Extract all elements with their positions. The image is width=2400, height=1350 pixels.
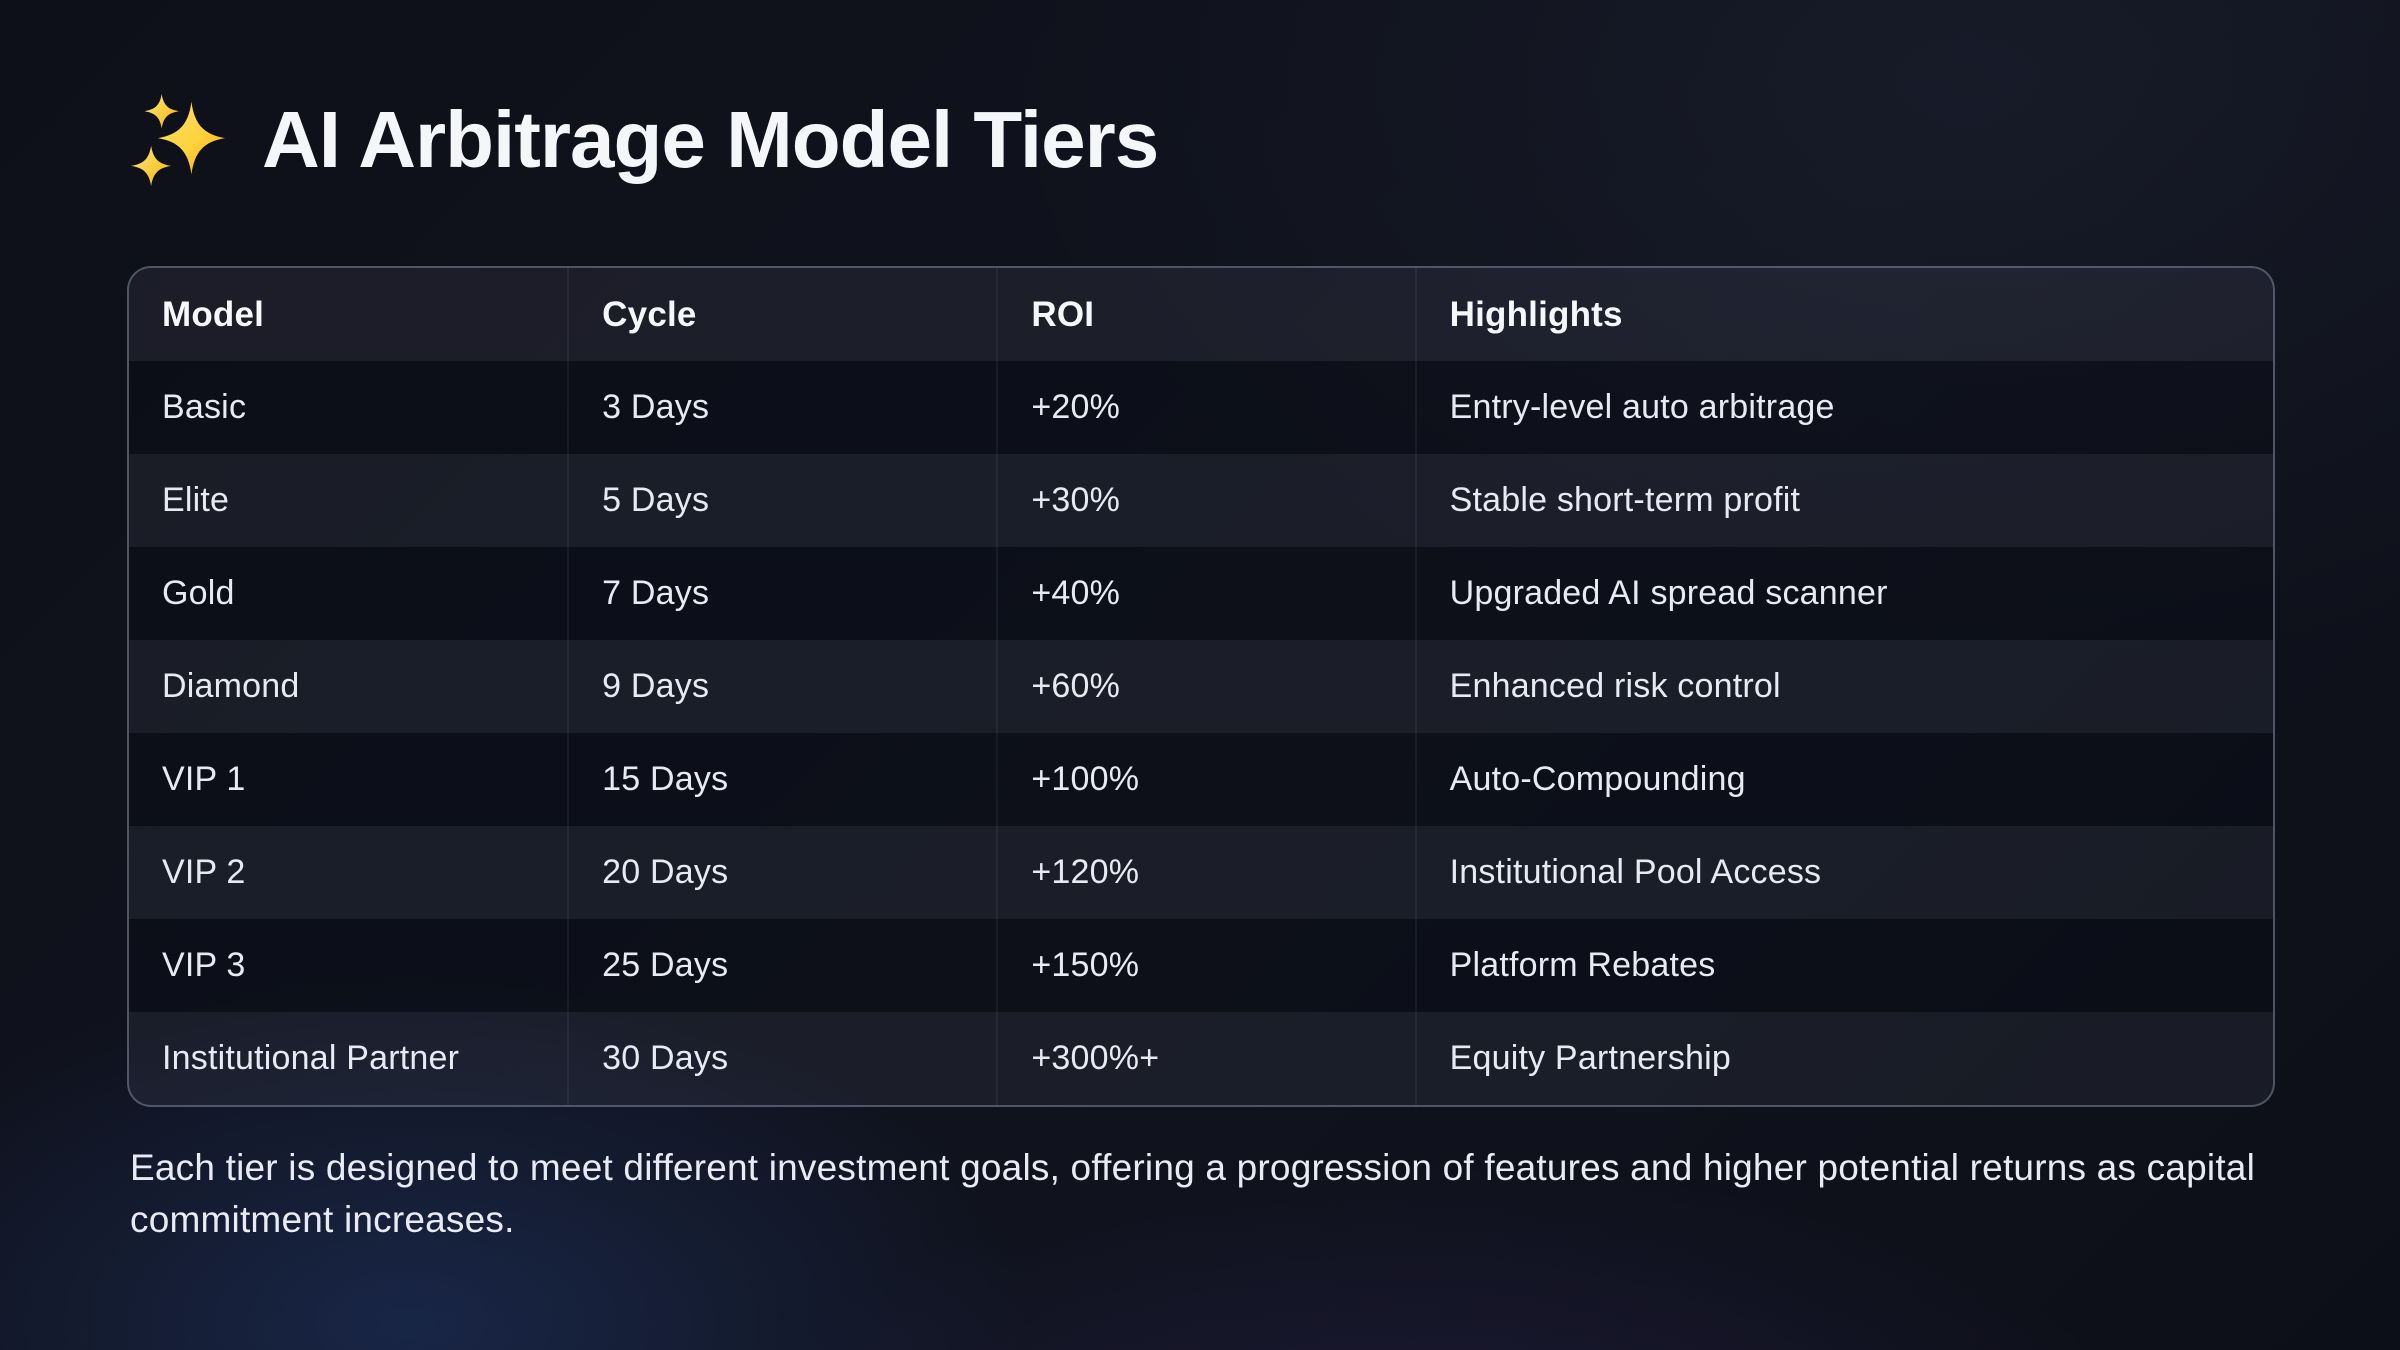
cell-model: VIP 1 [162,760,246,798]
table-row-vip2: VIP 2 20 Days +120% Institutional Pool A… [129,826,2273,919]
cell-highlight: Platform Rebates [1414,919,2273,1012]
cell-roi: +300%+ [996,1012,1414,1105]
cell-cycle: 9 Days [567,640,996,733]
cell-cycle: 20 Days [567,826,996,919]
table-row-institutional-partner: Institutional Partner 30 Days +300%+ Equ… [129,1012,2273,1105]
cell-cycle: 25 Days [567,919,996,1012]
cell-model: Basic [162,388,247,426]
column-header-model: Model [162,294,265,334]
cell-highlight: Entry-level auto arbitrage [1414,361,2273,454]
cell-roi: +40% [996,547,1414,640]
cell-model: VIP 2 [162,853,246,891]
cell-roi: +120% [996,826,1414,919]
cell-highlight: Institutional Pool Access [1414,826,2273,919]
cell-highlight: Upgraded AI spread scanner [1414,547,2273,640]
cell-model: Diamond [162,667,300,705]
cell-model: VIP 3 [162,946,246,984]
table-row-vip3: VIP 3 25 Days +150% Platform Rebates [129,919,2273,1012]
column-header-roi: ROI [996,268,1414,361]
table-row-diamond: Diamond 9 Days +60% Enhanced risk contro… [129,640,2273,733]
cell-roi: +150% [996,919,1414,1012]
table-row-elite: Elite 5 Days +30% Stable short-term prof… [129,454,2273,547]
table-row-basic: Basic 3 Days +20% Entry-level auto arbit… [129,361,2273,454]
cell-highlight: Enhanced risk control [1414,640,2273,733]
page-title: AI Arbitrage Model Tiers [262,95,1159,184]
cell-cycle: 30 Days [567,1012,996,1105]
cell-highlight: Equity Partnership [1414,1012,2273,1105]
cell-cycle: 7 Days [567,547,996,640]
cell-roi: +20% [996,361,1414,454]
page-header: AI Arbitrage Model Tiers [130,88,1159,192]
cell-highlight: Stable short-term profit [1414,454,2273,547]
sparkles-icon [130,88,226,192]
cell-roi: +100% [996,733,1414,826]
column-header-cycle: Cycle [567,268,996,361]
cell-roi: +60% [996,640,1414,733]
table-row-gold: Gold 7 Days +40% Upgraded AI spread scan… [129,547,2273,640]
cell-model: Elite [162,481,230,519]
cell-highlight: Auto-Compounding [1414,733,2273,826]
table-row-vip1: VIP 1 15 Days +100% Auto-Compounding [129,733,2273,826]
cell-cycle: 5 Days [567,454,996,547]
cell-roi: +30% [996,454,1414,547]
cell-model: Institutional Partner [162,1039,460,1077]
column-header-highlights: Highlights [1414,268,2273,361]
cell-cycle: 3 Days [567,361,996,454]
table-caption: Each tier is designed to meet different … [130,1147,2255,1240]
tiers-table: Model Cycle ROI Highlights Basic 3 Days … [127,266,2275,1107]
cell-model: Gold [162,574,235,612]
table-header-row: Model Cycle ROI Highlights [129,268,2273,361]
cell-cycle: 15 Days [567,733,996,826]
